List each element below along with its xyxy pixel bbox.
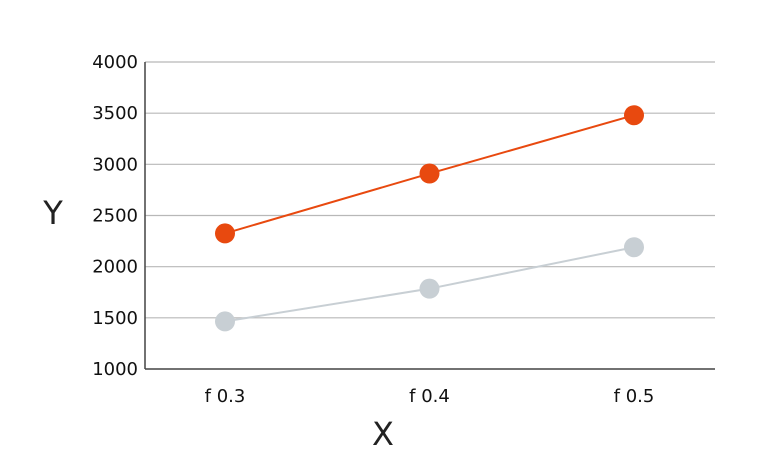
- series: [215, 105, 644, 332]
- x-tick-label: f 0.5: [614, 386, 655, 407]
- y-tick-label: 3000: [92, 154, 138, 175]
- axes: [144, 62, 715, 370]
- x-axis-title: X: [372, 415, 394, 453]
- y-tick-label: 4000: [92, 52, 138, 73]
- y-tick-label: 1500: [92, 308, 138, 329]
- x-tick-labels: f 0.3 f 0.4 f 0.5: [205, 386, 655, 407]
- data-point: [419, 278, 440, 299]
- data-point: [624, 237, 644, 258]
- gridlines: [145, 61, 715, 319]
- y-tick-label: 1000: [92, 359, 138, 380]
- y-axis-title: Y: [42, 194, 63, 232]
- x-tick-label: f 0.4: [409, 386, 450, 407]
- y-tick-label: 2500: [92, 206, 138, 227]
- x-tick-label: f 0.3: [205, 386, 246, 407]
- y-tick-label: 3500: [92, 103, 138, 124]
- data-point: [215, 223, 235, 244]
- data-point: [624, 105, 644, 126]
- data-point: [215, 311, 235, 332]
- y-tick-labels: 1000 1500 2000 2500 3000 3500 4000: [92, 52, 138, 380]
- series-2: [215, 237, 644, 332]
- series-1: [215, 105, 644, 244]
- data-point: [419, 163, 440, 184]
- y-tick-label: 2000: [92, 257, 138, 278]
